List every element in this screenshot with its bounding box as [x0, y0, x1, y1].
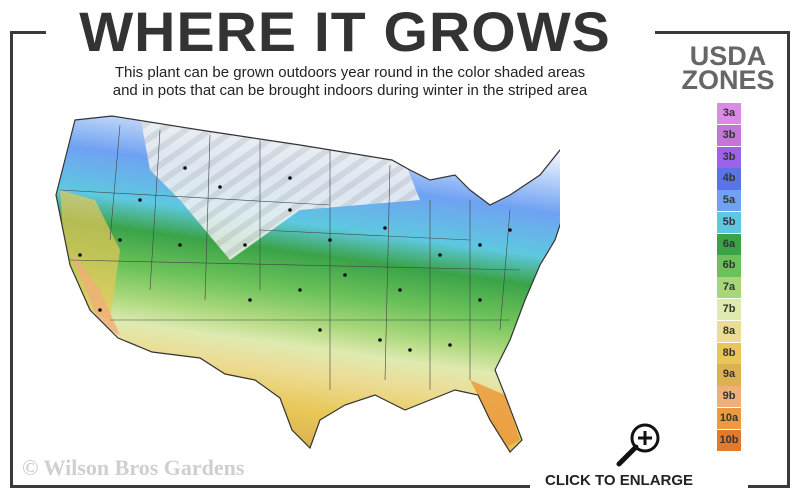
frame-left	[10, 31, 13, 488]
legend-zone-3b: 3b	[717, 146, 741, 168]
legend-zone-5a: 5a	[717, 190, 741, 212]
city-dot	[248, 298, 252, 302]
page-title: WHERE IT GROWS	[79, 0, 611, 63]
state-borders	[59, 124, 521, 390]
usda-zone-map[interactable]	[40, 100, 560, 460]
legend-zone-4b: 4b	[717, 168, 741, 190]
frame-bottom-left	[10, 485, 530, 488]
legend-zone-3a: 3a	[717, 103, 741, 125]
city-dot	[118, 238, 122, 242]
city-dot	[343, 273, 347, 277]
legend-zone-7b: 7b	[717, 299, 741, 321]
city-dot	[328, 238, 332, 242]
city-dot	[383, 226, 387, 230]
subtitle-line-2: and in pots that can be brought indoors …	[112, 82, 588, 99]
city-dot	[508, 228, 512, 232]
city-markers	[78, 166, 512, 352]
city-dot	[98, 308, 102, 312]
city-dot	[478, 298, 482, 302]
city-dot	[78, 253, 82, 257]
city-dot	[288, 208, 292, 212]
city-dot	[298, 288, 302, 292]
city-dot	[243, 243, 247, 247]
legend-zone-10b: 10b	[717, 429, 741, 451]
zoom-in-magnifier-icon[interactable]	[605, 420, 665, 470]
city-dot	[178, 243, 182, 247]
legend-zone-7a: 7a	[717, 277, 741, 299]
legend-zone-9a: 9a	[717, 364, 741, 386]
city-dot	[183, 166, 187, 170]
city-dot	[398, 288, 402, 292]
copyright-watermark: © Wilson Bros Gardens	[22, 455, 245, 480]
city-dot	[138, 198, 142, 202]
click-to-enlarge-button[interactable]: CLICK TO ENLARGE	[545, 472, 694, 489]
legend-title-line-1: USDA	[689, 41, 767, 71]
legend-zone-8a: 8a	[717, 320, 741, 342]
frame-bottom-right	[748, 485, 790, 488]
city-dot	[438, 253, 442, 257]
legend-zone-10a: 10a	[717, 407, 741, 430]
subtitle-line-1: This plant can be grown outdoors year ro…	[114, 64, 586, 81]
legend-zone-9b: 9b	[717, 386, 741, 408]
city-dot	[378, 338, 382, 342]
legend-zone-6b: 6b	[717, 255, 741, 277]
city-dot	[318, 328, 322, 332]
frame-top-right	[655, 31, 790, 34]
city-dot	[448, 343, 452, 347]
legend-zone-3b: 3b	[717, 124, 741, 146]
city-dot	[288, 176, 292, 180]
city-dot	[218, 185, 222, 189]
legend-zone-8b: 8b	[717, 342, 741, 364]
subtitle: This plant can be grown outdoors year ro…	[40, 64, 660, 100]
legend-title: USDA ZONES	[676, 41, 780, 95]
legend-zone-5b: 5b	[717, 211, 741, 234]
city-dot	[478, 243, 482, 247]
zone-legend: 3a 3b 3b 4b 5a 5b 6a 6b 7a 7b 8a 8b 9a 9b 10a 10b	[717, 103, 741, 452]
frame-right	[787, 31, 790, 488]
city-dot	[408, 348, 412, 352]
legend-zone-6a: 6a	[717, 233, 741, 255]
legend-title-line-2: ZONES	[681, 65, 775, 95]
frame-top-left	[10, 31, 46, 34]
